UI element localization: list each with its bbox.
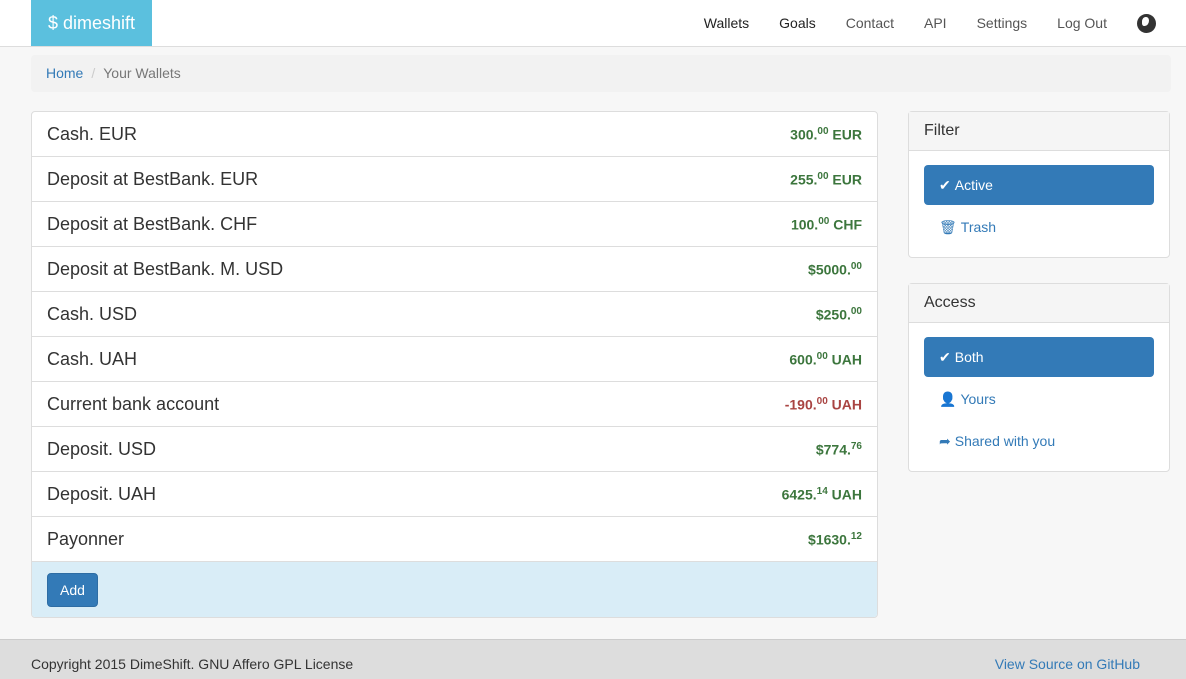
balance-decimal: 00 [816,395,828,407]
wallet-balance: 600.00 UAH [789,351,862,368]
filter-title: Filter [909,112,1169,151]
balance-integer: 300. [790,126,818,143]
access-both[interactable]: ✔ Both [924,337,1154,377]
currency-prefix: $ [815,441,824,458]
share-icon: ➦ [939,432,951,449]
access-label: Shared with you [954,433,1056,449]
wallet-balance: $774.76 [816,441,862,458]
filter-label: Active [954,177,993,193]
access-label: Both [954,349,984,365]
breadcrumb-home[interactable]: Home [46,65,84,81]
add-button[interactable]: Add [47,573,98,607]
access-title: Access [909,284,1169,323]
wallet-row[interactable]: Cash. USD $250.00 [32,292,877,337]
wallet-name: Cash. EUR [47,123,138,144]
wallet-balance: $1630.12 [808,531,862,548]
wallet-row[interactable]: Deposit at BestBank. EUR 255.00 EUR [32,157,877,202]
wallet-row[interactable]: Current bank account -190.00 UAH [32,382,877,427]
nav-log-out[interactable]: Log Out [1057,15,1107,31]
navbar: $ dimeshift Wallets Goals Contact API Settin… [0,0,1186,47]
breadcrumb-current: Your Wallets [103,65,181,81]
currency-code: UAH [827,486,862,503]
wallet-name: Deposit at BestBank. EUR [47,168,259,189]
balance-integer: 5000. [815,261,851,278]
wallet-list-footer: Add [32,562,877,617]
wallet-row[interactable]: Deposit at BestBank. CHF 100.00 CHF [32,202,877,247]
nav-wallets[interactable]: Wallets [703,15,750,31]
page-footer: Copyright 2015 DimeShift. GNU Affero GPL… [0,639,1186,679]
balance-decimal: 00 [817,170,829,182]
balance-decimal: 00 [816,350,828,362]
filter-active[interactable]: ✔ Active [924,165,1154,205]
nav-contact[interactable]: Contact [845,15,894,31]
balance-integer: 100. [790,216,819,233]
access-yours[interactable]: 👤 Yours [924,379,1154,419]
wallet-balance: $5000.00 [808,261,862,278]
check-icon: ✔ [939,176,951,193]
balance-decimal: 00 [850,260,862,272]
wallet-row[interactable]: Deposit. USD $774.76 [32,427,877,472]
globe-icon[interactable] [1137,13,1156,33]
wallet-name: Cash. USD [47,303,138,324]
wallet-balance: -190.00 UAH [785,396,862,413]
user-icon: 👤 [939,390,957,407]
filter-label: Trash [960,219,997,235]
breadcrumb-separator: / [91,65,96,81]
currency-prefix: $ [815,306,824,323]
currency-code: EUR [828,126,862,143]
breadcrumb: Home / Your Wallets [31,55,1171,92]
balance-decimal: 12 [850,530,862,542]
currency-prefix: $ [808,531,816,548]
wallet-balance: 255.00 EUR [790,171,862,188]
nav-goals[interactable]: Goals [779,15,816,31]
currency-code: CHF [829,216,862,233]
trash-icon: 🗑 [939,218,957,235]
balance-decimal: 00 [850,305,862,317]
filter-panel: Filter ✔ Active 🗑 Trash [908,111,1170,258]
currency-code: EUR [828,171,862,188]
brand-logo[interactable]: $ dimeshift [31,0,152,46]
balance-integer: 774. [823,441,851,458]
nav-settings[interactable]: Settings [976,15,1028,31]
wallet-name: Deposit at BestBank. CHF [47,213,258,234]
balance-integer: 250. [823,306,851,323]
wallet-balance: 6425.14 UAH [782,486,862,503]
currency-code: UAH [827,396,862,413]
check-icon: ✔ [939,348,951,365]
wallet-list: Cash. EUR 300.00 EUR Deposit at BestBank. … [31,111,878,618]
wallet-balance: 100.00 CHF [791,216,862,233]
balance-decimal: 14 [816,485,828,497]
balance-integer: 255. [790,171,818,188]
currency-code: UAH [827,351,862,368]
nav-links: Wallets Goals Contact API Settings Log Out [674,0,1156,46]
balance-decimal: 00 [818,215,830,227]
wallet-name: Payonner [47,528,125,549]
wallet-row[interactable]: Cash. EUR 300.00 EUR [32,112,877,157]
balance-decimal: 76 [850,440,862,452]
balance-integer: 6425. [781,486,817,503]
wallet-row[interactable]: Deposit. UAH 6425.14 UAH [32,472,877,517]
access-panel: Access ✔ Both 👤 Yours ➦ Shared with you [908,283,1170,472]
wallet-name: Deposit. UAH [47,483,157,504]
currency-prefix: $ [808,261,816,278]
balance-decimal: 00 [817,125,829,137]
wallet-name: Deposit. USD [47,438,157,459]
balance-integer: 600. [789,351,817,368]
wallet-name: Cash. UAH [47,348,138,369]
balance-integer: 1630. [815,531,851,548]
copyright: Copyright 2015 DimeShift. GNU Affero GPL… [31,656,354,672]
wallet-name: Current bank account [47,393,220,414]
wallet-name: Deposit at BestBank. M. USD [47,258,284,279]
github-link[interactable]: View Source on GitHub [994,656,1140,672]
wallet-balance: $250.00 [816,306,862,323]
wallet-balance: 300.00 EUR [790,126,862,143]
wallet-row[interactable]: Deposit at BestBank. M. USD $5000.00 [32,247,877,292]
balance-integer: -190. [784,396,817,413]
nav-api[interactable]: API [924,15,947,31]
wallet-row[interactable]: Payonner $1630.12 [32,517,877,562]
filter-trash[interactable]: 🗑 Trash [924,207,1154,247]
access-shared-with-you[interactable]: ➦ Shared with you [924,421,1154,461]
wallet-row[interactable]: Cash. UAH 600.00 UAH [32,337,877,382]
access-label: Yours [960,391,996,407]
